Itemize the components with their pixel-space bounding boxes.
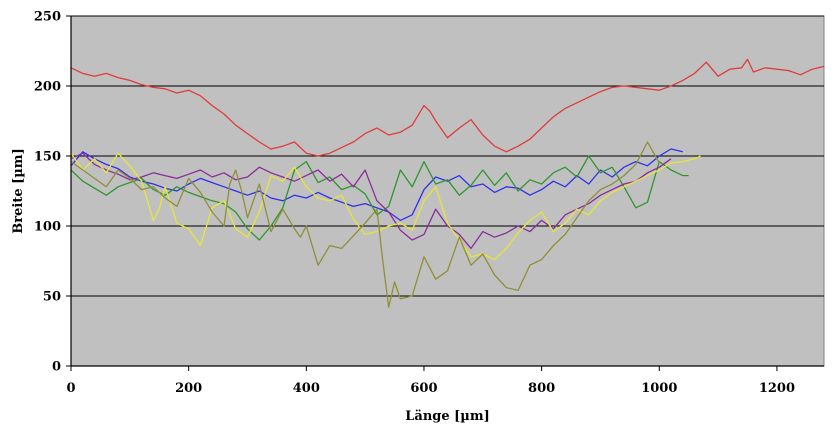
series-line-1: [70, 58, 825, 157]
plot-area: [70, 15, 825, 367]
y-tick-label: 200: [34, 80, 61, 95]
x-tick-label: 0: [66, 381, 75, 396]
series-line-5: [70, 152, 701, 261]
series-line-4: [70, 152, 672, 250]
x-tick-label: 1000: [641, 381, 677, 396]
y-tick-label: 100: [34, 220, 61, 235]
series-line-6: [70, 141, 660, 308]
series-layer: [70, 58, 825, 308]
y-tick-label: 50: [43, 290, 61, 305]
y-tick-label: 150: [34, 150, 61, 165]
x-tick-label: 1200: [759, 381, 795, 396]
y-axis-title: Breite [µm]: [11, 148, 26, 233]
x-tick-label: 200: [175, 381, 202, 396]
x-tick-label: 400: [293, 381, 320, 396]
x-tick-label: 800: [528, 381, 555, 396]
y-tick-label: 0: [52, 360, 61, 375]
x-axis-title: Länge [µm]: [405, 409, 489, 424]
axes: [66, 15, 824, 371]
y-tick-label: 250: [34, 10, 61, 25]
tick-labels: 0 50 100 150 200 250 0 200 400 600 800 1000 1200: [34, 10, 795, 397]
x-tick-label: 600: [410, 381, 437, 396]
